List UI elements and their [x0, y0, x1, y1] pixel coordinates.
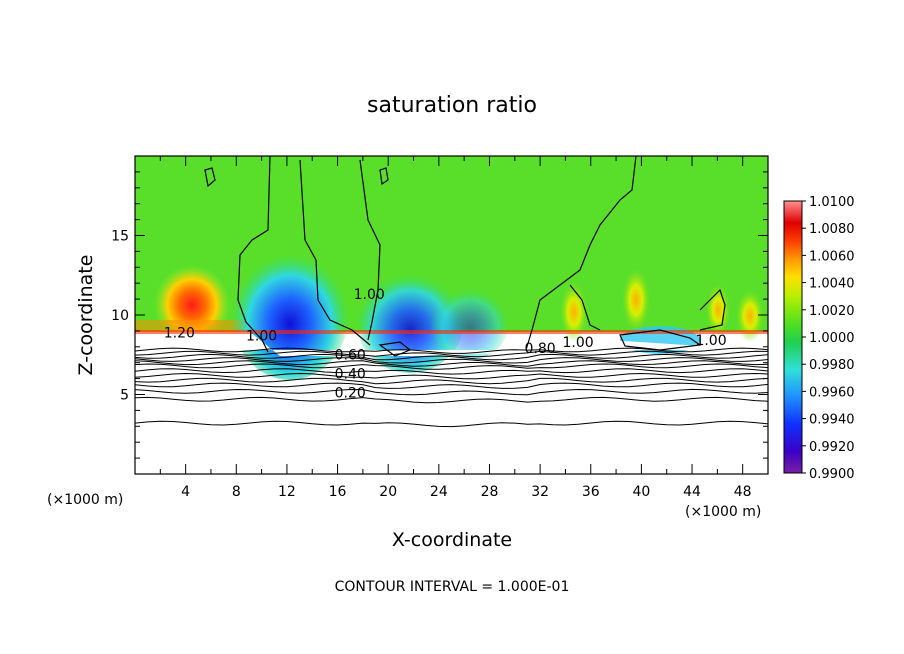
- contour-labels: 1.20 1.00 1.00 0.60 0.40 0.20 0.80 1.00 1.00: [164, 287, 727, 402]
- x-axis-label: X-coordinate: [392, 529, 512, 551]
- contour-line-f: [699, 288, 726, 331]
- contour-label: 1.20: [164, 325, 195, 341]
- y-tick-label: 15: [111, 229, 129, 245]
- x-tick-label: 44: [683, 484, 701, 500]
- cloud-base-strip: [135, 332, 768, 356]
- x-tick-label: 20: [379, 484, 397, 500]
- plot-area: 1.20 1.00 1.00 0.60 0.40 0.20 0.80 1.00 1.00: [135, 156, 768, 474]
- contour-label: 1.00: [246, 328, 277, 344]
- x-tick-label: 12: [278, 484, 296, 500]
- layer-edge: [135, 330, 768, 334]
- contour-line: [135, 396, 768, 404]
- warm-base: [135, 320, 255, 332]
- colorbar: [783, 200, 803, 474]
- x-tick-label: 36: [582, 484, 600, 500]
- contour-ring-b: [379, 167, 389, 186]
- moist-spot-4: [736, 290, 764, 342]
- contour-line-e: [569, 284, 601, 331]
- lower-contours: [135, 347, 768, 428]
- x-unit-label: (×1000 m): [685, 504, 761, 520]
- z-unit-label: (×1000 m): [47, 492, 123, 508]
- contour-label: 0.40: [335, 367, 366, 383]
- contour-line-c: [359, 159, 381, 341]
- x-tick-label: 16: [329, 484, 347, 500]
- x-tick-label: 8: [232, 484, 241, 500]
- colorbar-label: 1.0080: [809, 222, 855, 237]
- colorbar-label: 0.9900: [809, 467, 855, 482]
- chart-title: saturation ratio: [367, 93, 537, 118]
- contour-line: [135, 357, 768, 364]
- colorbar-label: 1.0060: [809, 249, 855, 264]
- x-tick-label: 40: [632, 484, 650, 500]
- contour-label: 1.00: [695, 333, 726, 349]
- y-axis-ticks: 5 10 15: [111, 171, 768, 459]
- contour-label: 0.20: [335, 386, 366, 402]
- contour-ring-d: [378, 341, 412, 357]
- colorbar-label: 1.0000: [809, 331, 855, 346]
- colorbar-label: 0.9980: [809, 358, 855, 373]
- x-tick-label: 32: [531, 484, 549, 500]
- colorbar-label: 1.0100: [809, 195, 855, 210]
- colorbar-labels: 1.0100 1.0080 1.0060 1.0040 1.0020 1.0000 0.99…: [802, 195, 855, 482]
- x-tick-label: 28: [481, 484, 499, 500]
- x-tick-label: 4: [181, 484, 190, 500]
- contour-ring-a: [204, 167, 216, 188]
- contour-line-a: [237, 156, 271, 353]
- contour-label: 0.60: [335, 348, 366, 364]
- colorbar-label: 1.0040: [809, 277, 855, 292]
- contour-line: [135, 353, 768, 361]
- contour-line: [135, 420, 768, 428]
- y-axis-label: Z-coordinate: [75, 255, 97, 376]
- contour-line: [135, 388, 768, 396]
- contour-line: [135, 372, 768, 380]
- x-axis-ticks: 4 8 12 16 20 24 28 32 36 40 44 48: [159, 156, 752, 500]
- contour-line: [135, 377, 768, 385]
- contour-label: 0.80: [525, 341, 556, 357]
- moist-spot-3: [706, 284, 730, 336]
- dry-plume-2: [355, 263, 465, 373]
- contour-line-d: [525, 156, 637, 351]
- dry-plume-3: [430, 280, 510, 360]
- contour-line: [135, 347, 768, 354]
- x-tick-label: 24: [430, 484, 448, 500]
- colorbar-label: 0.9960: [809, 385, 855, 400]
- contour-ring-c: [619, 329, 702, 351]
- contour-label: 1.00: [563, 335, 594, 351]
- y-tick-label: 5: [120, 388, 129, 404]
- x-tick-label: 48: [734, 484, 752, 500]
- contour-line: [135, 360, 768, 367]
- moist-spot-2: [622, 268, 650, 332]
- contour-interval-note: CONTOUR INTERVAL = 1.000E-01: [335, 579, 570, 595]
- moist-spot-1: [560, 282, 588, 342]
- contour-label: 1.00: [354, 287, 385, 303]
- upper-contours: [204, 156, 726, 357]
- contour-line-b: [299, 159, 371, 346]
- contour-line: [135, 382, 768, 389]
- contour-line: [135, 363, 768, 370]
- colorbar-label: 0.9940: [809, 413, 855, 428]
- colorbar-label: 0.9920: [809, 440, 855, 455]
- colorbar-label: 1.0020: [809, 304, 855, 319]
- y-tick-label: 10: [111, 308, 129, 324]
- contour-line: [135, 350, 768, 358]
- contour-line: [135, 368, 768, 375]
